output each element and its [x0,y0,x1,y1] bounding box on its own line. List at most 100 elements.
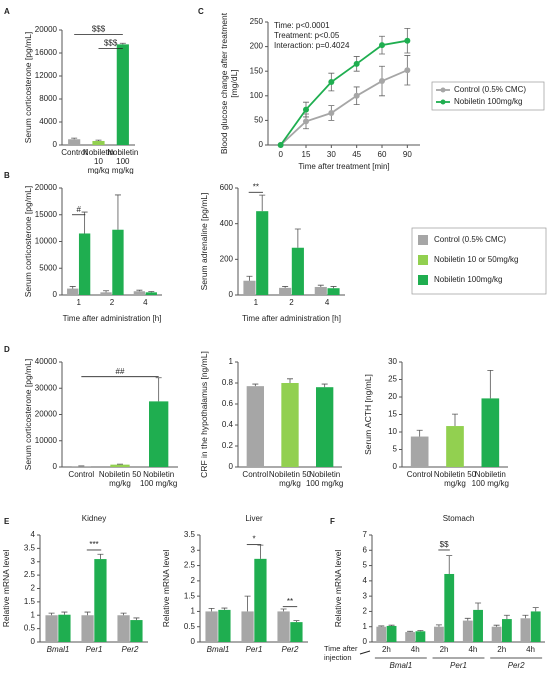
error-bar [221,607,228,610]
x-tick-label: Bmal1 [46,645,70,654]
group-label: Per2 [508,661,525,670]
sig-label: *** [89,540,98,549]
error-bar [435,624,442,627]
y-axis-label-box: Blood glucose change after treatment [mg… [219,13,239,154]
bar [92,140,105,145]
error-bar [244,595,251,612]
marker [404,37,411,44]
bar [281,383,299,467]
x-tick-label: 2 [109,298,115,307]
x-tick-label: Nobiletin 50 mg/kg [268,470,312,489]
x-axis-label: Time after administration [h] [63,314,162,323]
x-tick-label: Control [68,470,95,479]
bar [67,288,79,295]
error-bar [503,614,510,620]
error-bar [464,617,471,621]
x-tick-label-box: 4h [410,645,420,654]
y-tick-label: 3 [191,545,196,554]
y-tick-label: 5000 [39,263,57,272]
y-tick-label: 200 [250,42,264,51]
y-tick-label: 0.5 [184,622,196,631]
bar [410,436,429,467]
panel-label: E [4,517,10,526]
x-tick-label: 4 [143,298,148,307]
x-tick-label-box: Bmal1 [46,645,70,654]
error-bar [446,555,453,574]
marker [328,110,335,117]
y-tick-label: 8000 [39,94,57,103]
sig-label: ** [253,182,259,191]
error-bar [532,607,539,612]
error-bar [317,284,324,287]
y-tick-label: 10000 [35,436,58,445]
bar [405,632,416,642]
y-tick-label: 40000 [35,357,58,366]
sig-label: $$ [440,540,449,549]
bar [68,139,81,145]
x-tick-label: Nobiletin 50 mg/kg [98,470,142,489]
y-tick-label: 20000 [35,25,58,34]
error-bar [522,614,529,619]
bar [254,558,267,642]
marker [353,60,360,67]
x-tick-label: 2h [381,645,391,654]
y-tick-label: 12000 [35,71,58,80]
chart-title: Liver [245,514,263,523]
x-tick-label-box: Control [407,470,433,479]
y-axis-label: Relative mRNA level [333,549,344,628]
y-tick-label: 3.5 [24,543,36,552]
sig-label: $$$ [104,39,118,48]
marker [303,106,309,113]
error-bar [487,370,494,399]
error-bar [71,137,78,140]
bar [520,618,531,642]
x-tick-label: 90 [403,150,412,159]
x-tick-label: 4h [410,645,420,654]
bar [434,626,444,642]
x-tick-label: 4h [468,645,478,654]
x-axis-label: Time after injection [324,645,358,662]
stat-text: Time: p<0.0001 [274,21,330,30]
y-tick-label: 0 [259,140,264,149]
bar [149,401,169,467]
y-tick-label: 2 [31,584,36,593]
x-tick-label-box: Nobiletin 10 mg/kg [82,148,115,174]
y-tick-label: 16000 [35,48,58,57]
y-axis-label: Serum corticosterone [pg/mL] [23,358,34,471]
error-bar [252,383,259,387]
x-tick-label-box: 4 [143,298,148,307]
y-tick-label: 30000 [35,383,58,392]
x-tick-label: 4 [324,298,330,307]
y-axis-label-box: Serum corticosterone [pg/mL] [23,186,33,298]
bar [446,426,464,467]
x-tick-label-box: 4h [468,645,478,654]
bar [481,398,500,467]
x-tick-label: Per2 [281,645,299,654]
x-tick-label: Per2 [121,645,139,654]
x-axis-label: Time after treatment [min] [298,162,389,171]
y-tick-label: 0.2 [222,441,234,450]
y-axis-label: Relative mRNA level [161,549,172,628]
bar [279,287,292,295]
bar [133,291,146,295]
x-tick-label-box: Nobiletin 100 mg/kg [140,470,177,488]
y-axis-label: Serum adrenaline [pg/mL] [199,192,210,291]
stat-text: Treatment: p<0.05 [274,31,340,40]
chart-title: Stomach [443,514,475,523]
x-tick-label: 4h [526,645,536,654]
bar [116,44,129,145]
error-bar [259,194,266,212]
bar [376,626,387,642]
x-tick-label-box: Per1 [85,645,103,654]
error-bar [330,286,337,289]
y-tick-label: 0 [53,290,58,299]
x-tick-label: Per1 [85,645,103,654]
x-tick-label: Nobiletin 100 mg/kg [107,148,139,174]
y-tick-label: 0 [229,290,234,299]
y-tick-label: 600 [220,183,234,192]
bar [130,620,143,642]
x-tick-label: Nobiletin 10 mg/kg [82,148,115,174]
error-bar [294,228,301,248]
y-axis-label-box: Serum corticosterone [pg/mL] [23,358,34,471]
y-tick-label: 0.8 [222,378,234,387]
